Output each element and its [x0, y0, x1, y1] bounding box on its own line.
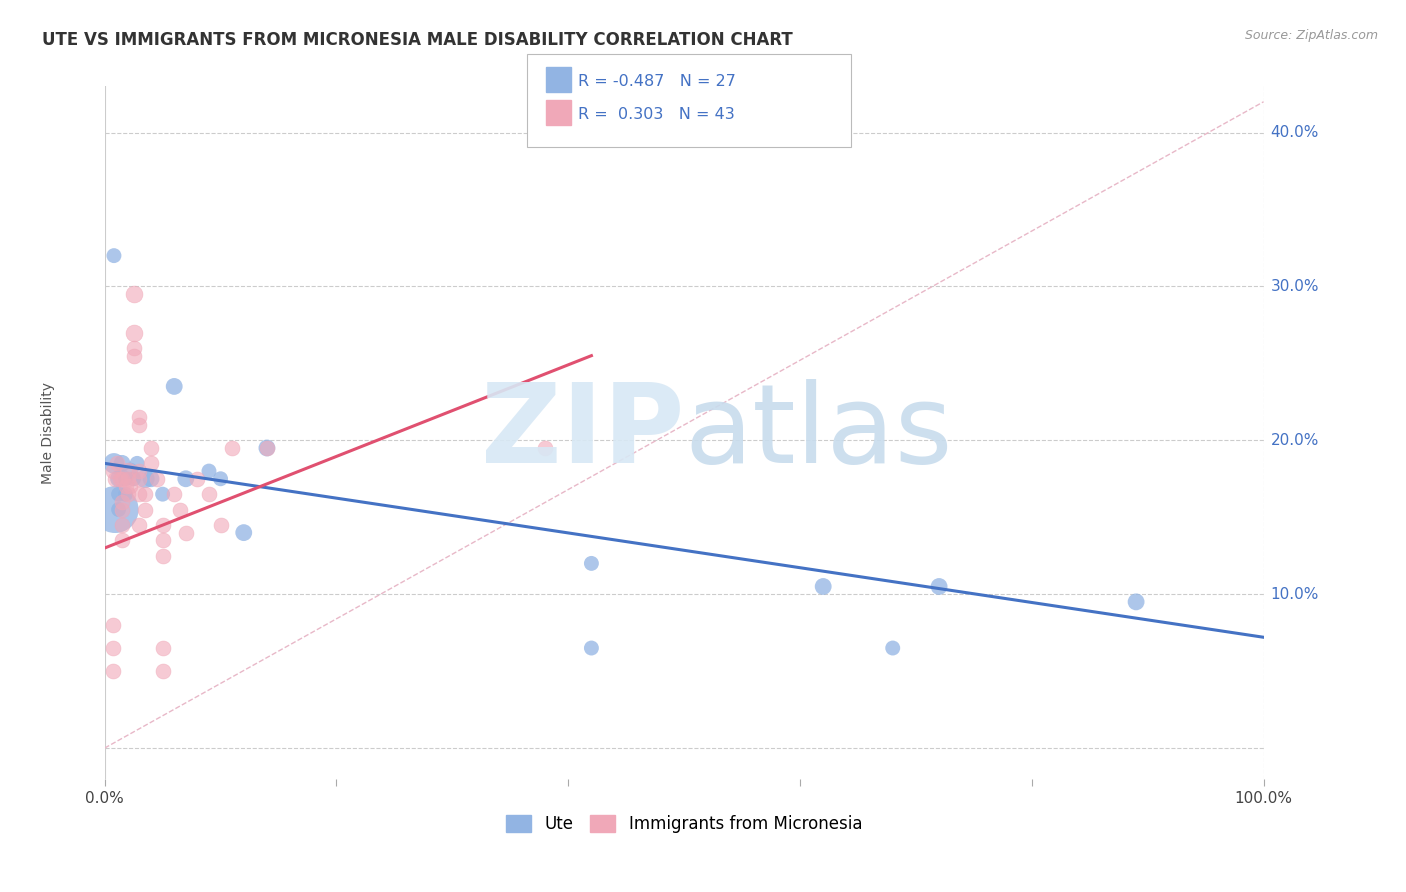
Point: [101, 618, 124, 632]
Point: [152, 517, 174, 532]
Point: [111, 533, 134, 548]
Text: Source: ZipAtlas.com: Source: ZipAtlas.com: [1244, 29, 1378, 42]
Point: [198, 487, 221, 501]
Point: [232, 525, 254, 540]
Point: [107, 502, 129, 516]
Point: [122, 341, 145, 355]
Point: [152, 640, 174, 655]
Point: [152, 487, 174, 501]
Point: [1125, 595, 1147, 609]
Point: [174, 472, 197, 486]
Point: [139, 472, 162, 486]
Point: [108, 472, 131, 486]
Point: [111, 456, 134, 470]
Legend: Ute, Immigrants from Micronesia: Ute, Immigrants from Micronesia: [499, 808, 869, 839]
Point: [128, 517, 150, 532]
Point: [169, 502, 191, 516]
Point: [107, 472, 129, 486]
Point: [139, 441, 162, 455]
Point: [104, 502, 127, 516]
Point: [174, 525, 197, 540]
Point: [111, 472, 134, 486]
Point: [117, 487, 139, 501]
Text: ZIP: ZIP: [481, 379, 685, 486]
Text: 40.0%: 40.0%: [1271, 125, 1319, 140]
Text: 20.0%: 20.0%: [1271, 433, 1319, 448]
Point: [128, 487, 150, 501]
Point: [256, 441, 278, 455]
Point: [209, 472, 232, 486]
Point: [581, 640, 603, 655]
Point: [127, 456, 149, 470]
Point: [114, 487, 136, 501]
Point: [122, 326, 145, 340]
Point: [122, 472, 145, 486]
Text: R =  0.303   N = 43: R = 0.303 N = 43: [578, 107, 734, 122]
Point: [122, 287, 145, 301]
Point: [128, 464, 150, 478]
Text: R = -0.487   N = 27: R = -0.487 N = 27: [578, 74, 735, 89]
Text: atlas: atlas: [685, 379, 953, 486]
Point: [209, 517, 232, 532]
Point: [117, 464, 139, 478]
Point: [120, 479, 142, 493]
Point: [134, 502, 156, 516]
Point: [128, 472, 150, 486]
Point: [256, 441, 278, 455]
Point: [111, 495, 134, 509]
Point: [114, 479, 136, 493]
Text: 10.0%: 10.0%: [1271, 587, 1319, 602]
Point: [811, 579, 834, 593]
Text: 30.0%: 30.0%: [1271, 279, 1319, 293]
Point: [122, 349, 145, 363]
Point: [882, 640, 904, 655]
Point: [120, 464, 142, 478]
Point: [128, 410, 150, 425]
Point: [101, 640, 124, 655]
Point: [581, 557, 603, 571]
Point: [139, 456, 162, 470]
Point: [114, 472, 136, 486]
Point: [107, 456, 129, 470]
Point: [107, 487, 129, 501]
Point: [186, 472, 208, 486]
Point: [101, 664, 124, 678]
Point: [103, 249, 125, 263]
Point: [111, 517, 134, 532]
Point: [163, 379, 186, 393]
Point: [128, 417, 150, 432]
Point: [111, 502, 134, 516]
Text: UTE VS IMMIGRANTS FROM MICRONESIA MALE DISABILITY CORRELATION CHART: UTE VS IMMIGRANTS FROM MICRONESIA MALE D…: [42, 31, 793, 49]
Point: [152, 533, 174, 548]
Point: [103, 456, 125, 470]
Point: [152, 664, 174, 678]
Point: [134, 487, 156, 501]
Text: Male Disability: Male Disability: [41, 382, 55, 483]
Point: [146, 472, 169, 486]
Point: [101, 464, 124, 478]
Point: [163, 487, 186, 501]
Point: [534, 441, 557, 455]
Point: [152, 549, 174, 563]
Point: [134, 472, 156, 486]
Point: [221, 441, 243, 455]
Point: [198, 464, 221, 478]
Point: [928, 579, 950, 593]
Point: [104, 472, 127, 486]
Point: [117, 472, 139, 486]
